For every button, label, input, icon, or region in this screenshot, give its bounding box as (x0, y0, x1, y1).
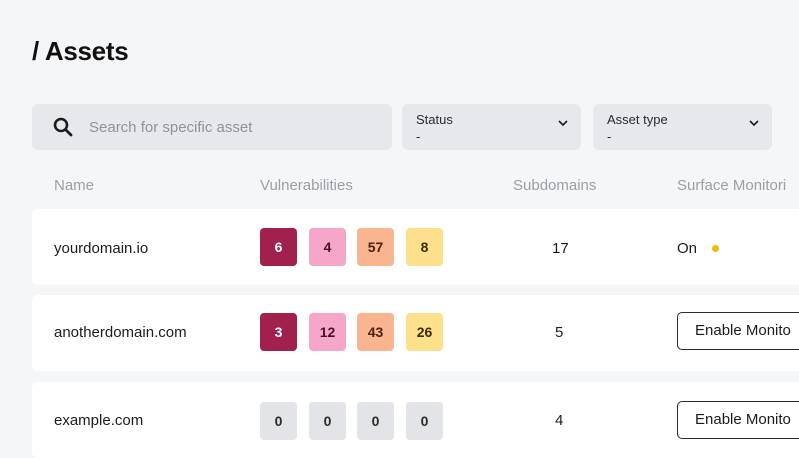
critical-count-badge: 3 (260, 313, 297, 351)
subdomain-count: 17 (552, 240, 569, 257)
medium-count-badge: 57 (357, 228, 394, 266)
asset-type-filter-label: Asset type (607, 112, 668, 127)
high-count-badge: 12 (309, 313, 346, 351)
enable-monitoring-button[interactable]: Enable Monito (677, 401, 799, 439)
asset-name[interactable]: yourdomain.io (54, 240, 149, 257)
chevron-down-icon (749, 120, 759, 127)
status-filter-value: - (416, 129, 421, 144)
chevron-down-icon (558, 120, 568, 127)
subdomain-count: 4 (555, 412, 564, 429)
subdomain-count: 5 (555, 324, 564, 341)
critical-count-badge: 6 (260, 228, 297, 266)
enable-monitoring-button[interactable]: Enable Monito (677, 312, 799, 350)
search-icon (53, 117, 73, 137)
search-placeholder: Search for specific asset (89, 119, 253, 136)
column-header-vulnerabilities[interactable]: Vulnerabilities (260, 177, 353, 194)
column-header-name[interactable]: Name (54, 177, 95, 194)
asset-type-filter-value: - (607, 129, 612, 144)
low-count-badge: 26 (406, 313, 443, 351)
page-title: / Assets (32, 36, 129, 66)
high-count-badge: 0 (309, 402, 346, 440)
low-count-badge: 8 (406, 228, 443, 266)
medium-count-badge: 43 (357, 313, 394, 351)
column-header-surface-monitoring[interactable]: Surface Monitori (677, 177, 787, 194)
low-count-badge: 0 (406, 402, 443, 440)
asset-name[interactable]: example.com (54, 412, 144, 429)
asset-name[interactable]: anotherdomain.com (54, 324, 187, 341)
asset-type-filter[interactable]: Asset type - (593, 104, 772, 150)
monitoring-status: On (677, 240, 698, 257)
status-dot-icon (712, 245, 719, 252)
status-filter-label: Status (416, 112, 453, 127)
search-input[interactable]: Search for specific asset (32, 104, 392, 150)
status-filter[interactable]: Status - (402, 104, 581, 150)
high-count-badge: 4 (309, 228, 346, 266)
critical-count-badge: 0 (260, 402, 297, 440)
medium-count-badge: 0 (357, 402, 394, 440)
column-header-subdomains[interactable]: Subdomains (513, 177, 597, 194)
